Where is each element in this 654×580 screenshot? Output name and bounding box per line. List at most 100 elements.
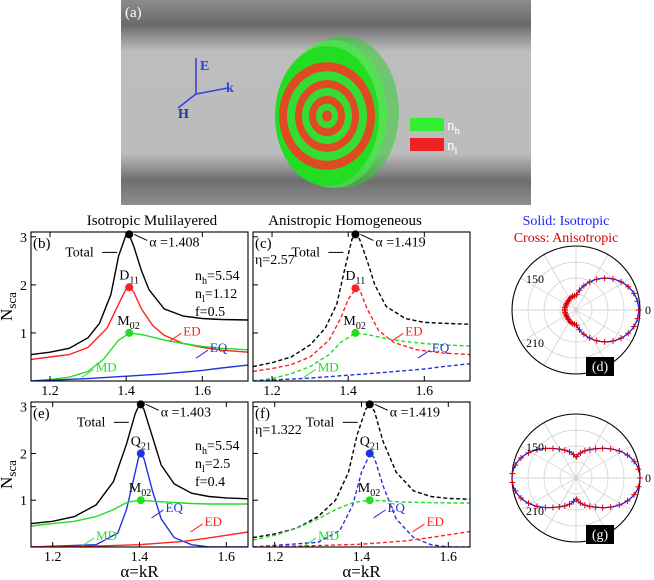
y-tick-label: 1 <box>20 327 27 342</box>
field-axes-icon <box>177 58 229 109</box>
x-tick-label: 1.6 <box>194 384 212 399</box>
eta-value: η=1.322 <box>255 423 302 438</box>
peak-marker <box>365 449 374 458</box>
x-tick-label: 1.4 <box>339 384 357 399</box>
param-text: f=0.5 <box>195 305 225 320</box>
angle-label: 0 <box>645 471 651 485</box>
peak-annotation: α =1.403 <box>161 405 211 420</box>
title-right-1: Solid: Isotropic <box>523 214 610 229</box>
y-axis-label: Nsca <box>0 460 19 489</box>
x-axis-label: α=kR <box>120 562 159 580</box>
peak-marker <box>125 283 134 292</box>
peak-arrow <box>145 403 160 411</box>
polar-d: 150 0 210 (d) <box>511 245 651 376</box>
layered-cylinder <box>275 36 399 188</box>
param-text: nh=5.54 <box>195 439 239 457</box>
curve-label-arrow <box>391 332 404 342</box>
angle-label: 210 <box>526 504 544 518</box>
curve-label-eq: EQ <box>432 340 450 355</box>
x-tick-label: 1.2 <box>41 384 59 399</box>
peak-marker <box>136 449 145 458</box>
polar-label-box <box>586 525 614 544</box>
multipole-label: Q21 <box>360 434 380 452</box>
series-md <box>253 332 470 381</box>
peak-arrow <box>134 233 148 241</box>
polar-grid-spoke <box>520 277 632 343</box>
y-tick-label: 1 <box>20 494 27 509</box>
x-tick-label: 1.2 <box>44 550 62 565</box>
plot-frame <box>30 231 249 382</box>
multipole-label: D11 <box>119 268 139 286</box>
polar-charts: 150 0 210 (d) 150 0 210 (g) <box>509 245 651 544</box>
peak-marker <box>365 496 374 505</box>
chart-c: 1.2 1.4 1.6(c) α =1.419TotalD11M02η=2.57EDM… <box>252 230 471 399</box>
peak-marker <box>136 496 145 505</box>
legend-label: nl <box>447 138 458 157</box>
curve-label-ed: ED <box>183 323 200 338</box>
angle-label: 0 <box>645 303 651 317</box>
angle-label: 210 <box>526 336 544 350</box>
polar-g: 150 0 210 (g) <box>509 413 651 544</box>
curve-label-arrow <box>417 349 431 359</box>
polar-panel-label: (d) <box>592 360 609 375</box>
x-tick-label: 1.6 <box>440 550 458 565</box>
curve-label-arrow <box>81 368 94 378</box>
series-ed <box>253 287 470 373</box>
curve-label-arrow <box>303 368 316 378</box>
concentric-rings <box>279 62 375 170</box>
total-label: Total <box>65 245 94 260</box>
peak-marker <box>125 328 134 337</box>
title-middle: Anistropic Homogeneous <box>268 213 422 229</box>
peak-arrow <box>360 233 374 241</box>
curve-label-arrow <box>81 537 95 547</box>
curve-label-arrow <box>190 523 203 533</box>
y-tick-label: 3 <box>20 231 27 246</box>
param-text: f=0.4 <box>195 475 225 490</box>
param-text: nl=1.12 <box>195 287 237 305</box>
ring <box>322 110 332 122</box>
curve-label-eq: EQ <box>388 500 406 515</box>
peak-marker <box>351 284 360 293</box>
chart-f: 1.2 1.4 1.6α=kR(f) α =1.419TotalQ21M02η=1.3… <box>252 400 471 580</box>
multipole-label: D11 <box>345 269 365 287</box>
x-tick-label: 1.2 <box>266 550 284 565</box>
param-text: nh=5.54 <box>195 269 239 287</box>
plot-frame <box>252 231 471 382</box>
total-label: Total <box>77 415 106 430</box>
panel-a-label: (a) <box>125 5 142 21</box>
panel-label: (b) <box>33 236 51 252</box>
x-tick-label: 1.2 <box>263 384 281 399</box>
panel-label: (e) <box>33 406 50 422</box>
line-charts: 1.21.41.6123Nsca(b)α =1.408TotalD11M02nh… <box>0 230 471 580</box>
curve-label-arrow <box>412 523 425 533</box>
angle-label: 150 <box>526 272 544 286</box>
curve-label-ed: ED <box>427 514 444 529</box>
curve-label-md: MD <box>96 359 117 374</box>
curve-label-arrow <box>373 509 386 519</box>
series-eq <box>31 364 248 381</box>
peak-marker <box>136 400 145 409</box>
curve-label-eq: EQ <box>210 340 228 355</box>
peak-marker <box>351 230 360 239</box>
y-tick-label: 2 <box>20 279 27 294</box>
legend-swatch <box>410 138 444 151</box>
curve-label-md: MD <box>96 528 117 543</box>
legend-swatch <box>410 118 444 131</box>
curve-label-ed: ED <box>205 514 222 529</box>
peak-annotation: α =1.408 <box>149 235 199 250</box>
title-left: Isotropic Mulilayered <box>87 213 218 229</box>
polar-panel-label: (g) <box>592 528 609 543</box>
x-tick-label: 1.4 <box>117 384 135 399</box>
peak-marker <box>125 230 134 239</box>
curve-label-arrow <box>303 537 317 547</box>
peak-arrow <box>374 403 388 411</box>
polar-grid-spoke <box>520 445 632 511</box>
series-ed <box>253 530 470 547</box>
axis-E-label: E <box>200 59 209 74</box>
series-eq <box>253 363 470 381</box>
peak-annotation: α =1.419 <box>390 405 440 420</box>
panel-label: (f) <box>255 406 270 422</box>
series-eq <box>253 452 470 547</box>
y-tick-label: 3 <box>20 401 27 416</box>
